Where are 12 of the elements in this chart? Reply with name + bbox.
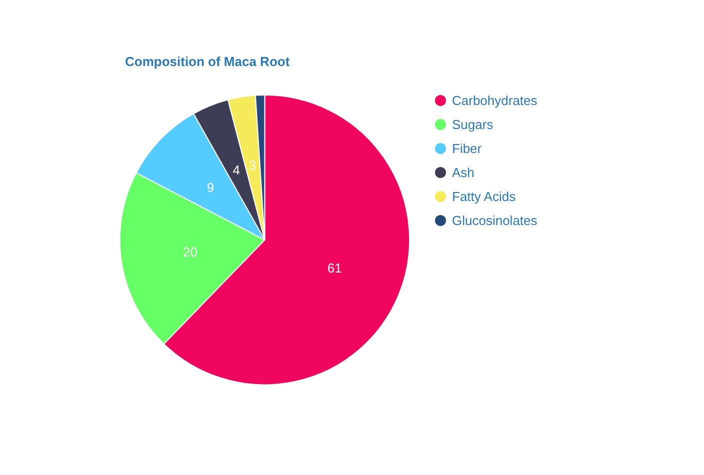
data-label: 20	[183, 244, 198, 260]
data-label: 9	[206, 180, 214, 195]
legend-label: Carbohydrates	[452, 93, 538, 108]
data-label: 3	[249, 158, 256, 173]
legend-label: Ash	[452, 165, 474, 180]
data-label: 61	[327, 260, 342, 276]
legend-label: Sugars	[452, 117, 494, 132]
data-label: 4	[232, 162, 240, 178]
chart-title: Composition of Maca Root	[125, 54, 290, 69]
legend-label: Glucosinolates	[452, 213, 538, 228]
legend-label: Fatty Acids	[452, 189, 516, 204]
legend-label: Fiber	[452, 141, 482, 156]
